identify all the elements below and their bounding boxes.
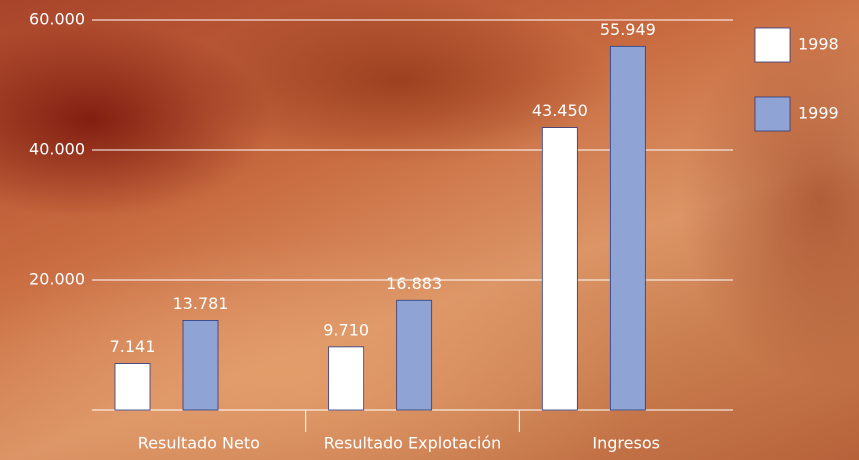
bar [182,320,219,411]
value-label: 43.450 [532,101,588,120]
bar [609,45,646,411]
value-label: 9.710 [323,320,369,339]
bar [114,363,151,411]
value-label: 16.883 [386,274,442,293]
value-label: 7.141 [110,337,156,356]
y-tick-label: 40.000 [29,140,85,159]
legend-swatch [754,96,791,132]
bar [396,299,433,411]
legend-swatch [754,27,791,63]
bar [541,127,578,411]
bar [328,346,365,411]
x-tick-label: Ingresos [592,434,660,453]
value-label: 55.949 [600,20,656,39]
legend-label: 1999 [798,104,839,123]
value-label: 13.781 [173,294,229,313]
x-tick-label: Resultado Neto [138,434,260,453]
legend-label: 1998 [798,35,839,54]
y-tick-label: 60.000 [29,10,85,29]
y-tick-label: 20.000 [29,270,85,289]
x-tick-label: Resultado Explotación [324,434,502,453]
